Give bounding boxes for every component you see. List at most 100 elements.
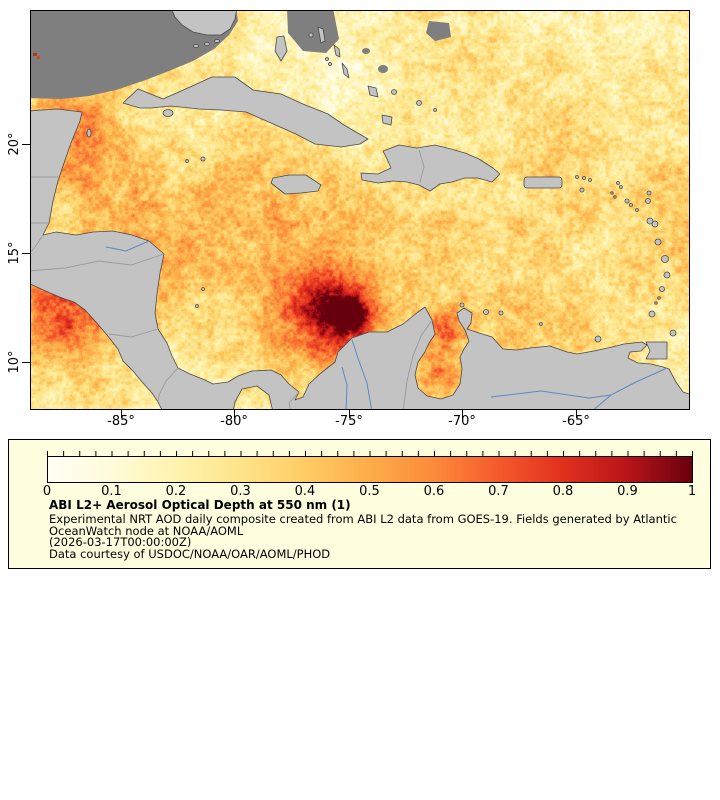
- border-guatemala-honduras: [31, 234, 44, 253]
- lon-tick-label: -85°: [107, 414, 135, 429]
- legend-text: ABI L2+ Aerosol Optical Depth at 550 nm …: [49, 499, 677, 562]
- lon-tick: [462, 410, 463, 418]
- lat-tick-label: 15°: [7, 241, 22, 265]
- land-virgin-islands-2: [582, 176, 586, 180]
- lon-tick-label: -65°: [562, 414, 590, 429]
- lon-tick: [349, 410, 350, 418]
- nodata-bahama-bank: [287, 11, 339, 53]
- land-trinidad: [645, 341, 668, 360]
- land-antigua: [645, 198, 651, 204]
- river-layer: [105, 240, 668, 409]
- legend-line-3: (2026-03-17T00:00:00Z): [49, 535, 192, 550]
- nodata-speck-2: [362, 48, 370, 54]
- land-grenadines-2: [654, 301, 658, 305]
- land-guadeloupe-1: [646, 217, 654, 225]
- red-artifact-dots: [33, 53, 40, 59]
- river-cauca: [341, 366, 348, 409]
- lat-tick: [22, 144, 30, 145]
- land-margarita: [594, 335, 602, 343]
- land-cat-island: [333, 44, 341, 58]
- colorbar-tick-label: 0: [42, 484, 52, 499]
- colorbar-tick-label: 0.6: [423, 484, 445, 499]
- land-eleuthera: [317, 26, 326, 44]
- nodata-speck-1: [378, 65, 388, 73]
- land-curacao: [483, 309, 489, 315]
- border-layer: [31, 149, 433, 409]
- land-st-lucia: [663, 271, 671, 279]
- land-new-providence: [308, 32, 314, 38]
- land-acklins: [367, 85, 379, 98]
- legend-line-2: OceanWatch node at NOAA/AOML: [49, 523, 244, 538]
- border-honduras-nicaragua: [31, 253, 165, 272]
- land-exuma-2: [328, 62, 332, 66]
- lon-tick-label: -70°: [448, 414, 476, 429]
- legend-panel: 0 0.1 0.2 0.3 0.4 0.5 0.6 0.7 0.8 0.9 1 ABI L2+ Ae…: [8, 439, 711, 569]
- land-barbuda: [646, 190, 652, 196]
- lon-tick: [121, 410, 122, 418]
- lon-tick-label: -75°: [335, 414, 363, 429]
- land-st-kitts: [624, 198, 630, 204]
- river-magdalena: [351, 339, 372, 409]
- river-apure: [490, 390, 612, 399]
- land-cozumel: [86, 128, 92, 138]
- land-florida-tip: [171, 11, 237, 36]
- colorbar-svg: [47, 451, 693, 483]
- land-little-cayman: [185, 159, 189, 163]
- land-exuma-1: [325, 57, 329, 61]
- land-st-croix: [579, 187, 585, 193]
- border-nicaragua-costarica: [108, 328, 159, 338]
- land-saba: [610, 191, 614, 195]
- land-martinique: [661, 255, 669, 263]
- land-hispaniola: [360, 144, 501, 192]
- colorbar-tick-label: 0.9: [617, 484, 638, 499]
- land-bonaire: [498, 310, 504, 316]
- land-virgin-islands-1: [575, 175, 579, 179]
- land-florida-keys-1: [214, 39, 220, 43]
- land-mayaguana: [391, 89, 397, 95]
- colorbar: [47, 450, 698, 488]
- land-montserrat: [635, 208, 639, 212]
- land-nevis: [629, 203, 633, 207]
- river-orinoco: [593, 367, 668, 409]
- colorbar-tick-label: 0.4: [294, 484, 316, 499]
- lat-tick: [22, 362, 30, 363]
- river-patuca: [105, 240, 150, 252]
- nodata-layer: [31, 11, 451, 99]
- lat-tick: [22, 253, 30, 254]
- land-florida-keys-3: [193, 44, 199, 48]
- land-puerto-rico: [523, 176, 563, 189]
- land-grand-cayman: [200, 156, 206, 162]
- legend-line-4: Data courtesy of USDOC/NOAA/OAR/AOML/PHO…: [49, 547, 331, 562]
- lon-tick: [576, 410, 577, 418]
- land-aruba: [459, 302, 465, 308]
- map-frame: [30, 10, 690, 410]
- land-caicos: [416, 100, 422, 106]
- land-st-martin: [619, 185, 623, 189]
- colorbar-minor-ticks: [47, 451, 693, 457]
- land-long-island: [341, 62, 350, 79]
- map-overlay: [31, 11, 689, 409]
- colorbar-tick-label: 0.3: [230, 484, 251, 499]
- colorbar-tick-label: 1: [687, 484, 697, 499]
- land-central-south-america: [31, 108, 689, 409]
- lon-tick: [234, 410, 235, 418]
- lat-tick-label: 10°: [7, 350, 22, 374]
- land-virgin-islands-3: [588, 178, 592, 182]
- colorbar-bar: [47, 456, 693, 483]
- land-florida-keys-2: [204, 42, 210, 46]
- nodata-gulf-of-mexico: [31, 11, 238, 99]
- border-panama-colombia: [288, 391, 300, 409]
- land-st-eustatius: [613, 195, 617, 199]
- border-colombia-venezuela: [402, 319, 433, 409]
- land-san-andres: [195, 304, 199, 308]
- land-andros: [274, 35, 288, 62]
- land-layer: [31, 11, 689, 409]
- colorbar-tick-label: 0.5: [359, 484, 380, 499]
- colorbar-tick-label: 0.7: [488, 484, 509, 499]
- land-inagua: [381, 114, 393, 126]
- land-tobago: [669, 329, 677, 337]
- lon-tick-label: -80°: [220, 414, 248, 429]
- land-guadeloupe-2: [651, 220, 659, 228]
- land-anguilla: [616, 181, 620, 185]
